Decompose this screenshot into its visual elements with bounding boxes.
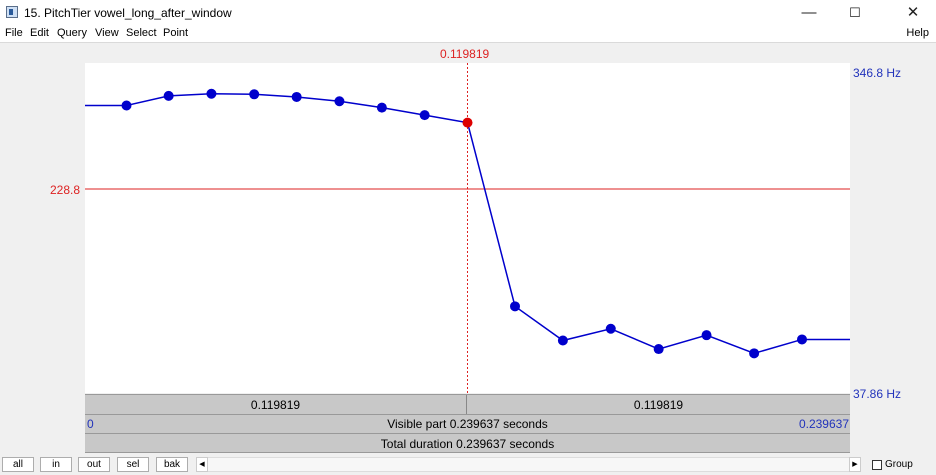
pitch-curve-chart[interactable] xyxy=(85,63,850,393)
total-duration-label: Total duration 0.239637 seconds xyxy=(380,437,555,451)
total-duration-bar[interactable]: Total duration 0.239637 seconds xyxy=(85,433,850,453)
pitch-point-13[interactable] xyxy=(653,344,664,355)
menu-edit[interactable]: Edit xyxy=(30,27,49,39)
minimize-button[interactable]: — xyxy=(801,4,817,21)
menu-select[interactable]: Select xyxy=(126,27,157,39)
menu-view[interactable]: View xyxy=(95,27,119,39)
pitch-curve-line xyxy=(85,93,850,355)
pitch-point-2[interactable] xyxy=(163,90,174,101)
scroll-left-arrow-icon[interactable]: ◀ xyxy=(196,457,208,472)
segment-right-duration: 0.119819 xyxy=(633,398,684,412)
pitch-point-8[interactable] xyxy=(419,110,430,121)
pitch-point-16[interactable] xyxy=(796,334,807,345)
pitch-point-1[interactable] xyxy=(121,100,132,111)
group-checkbox[interactable] xyxy=(872,460,882,470)
pitch-point-11[interactable] xyxy=(557,335,568,346)
y-axis-min-label: 37.86 Hz xyxy=(853,387,902,401)
menu-point[interactable]: Point xyxy=(163,27,189,39)
close-button[interactable]: ✕ xyxy=(906,4,920,21)
segment-left[interactable]: 0.119819 xyxy=(85,395,467,414)
zoom-out-button[interactable]: out xyxy=(78,457,110,472)
maximize-button[interactable]: ☐ xyxy=(849,5,861,20)
pitch-point-10[interactable] xyxy=(510,301,521,312)
window-title: 15. PitchTier vowel_long_after_window xyxy=(24,6,232,20)
zoom-back-button[interactable]: bak xyxy=(156,457,188,472)
segment-right[interactable]: 0.119819 xyxy=(467,395,850,414)
zoom-selection-button[interactable]: sel xyxy=(117,457,149,472)
title-bar: 15. PitchTier vowel_long_after_window — … xyxy=(0,0,936,26)
pitch-point-7[interactable] xyxy=(376,102,387,113)
bottom-toolbar: all in out sel bak ◀ ▶ Group xyxy=(0,455,936,475)
cursor-frequency-label: 228.8 xyxy=(50,183,81,197)
group-label: Group xyxy=(885,459,913,470)
visible-end-time: 0.239637 xyxy=(798,417,849,431)
scroll-right-arrow-icon[interactable]: ▶ xyxy=(849,457,861,472)
zoom-all-button[interactable]: all xyxy=(2,457,34,472)
pitch-point-4[interactable] xyxy=(249,89,260,100)
pitch-point-14[interactable] xyxy=(701,330,712,341)
pitch-point-12[interactable] xyxy=(605,323,616,334)
zoom-in-button[interactable]: in xyxy=(40,457,72,472)
horizontal-scrollbar[interactable] xyxy=(208,457,849,472)
visible-part-label: Visible part 0.239637 seconds xyxy=(387,417,548,431)
menu-file[interactable]: File xyxy=(5,27,23,39)
menu-help[interactable]: Help xyxy=(906,27,929,39)
cursor-time-label: 0.119819 xyxy=(440,47,490,61)
y-axis-max-label: 346.8 Hz xyxy=(853,66,902,80)
pitch-point-6[interactable] xyxy=(334,96,345,107)
segment-left-duration: 0.119819 xyxy=(250,398,301,412)
app-icon xyxy=(6,6,18,18)
pitch-point-15[interactable] xyxy=(749,348,760,359)
pitch-plot-area[interactable] xyxy=(85,63,850,393)
visible-start-time: 0 xyxy=(87,417,94,431)
segment-bar: 0.119819 0.119819 xyxy=(85,394,850,414)
menu-bar: File Edit Query View Select Point Help xyxy=(0,26,936,43)
menu-query[interactable]: Query xyxy=(57,27,87,39)
visible-part-bar[interactable]: 0 Visible part 0.239637 seconds 0.239637 xyxy=(85,414,850,433)
pitch-point-3[interactable] xyxy=(206,88,217,99)
pitch-point-5[interactable] xyxy=(291,91,302,102)
pitch-point-selected[interactable] xyxy=(462,117,473,128)
